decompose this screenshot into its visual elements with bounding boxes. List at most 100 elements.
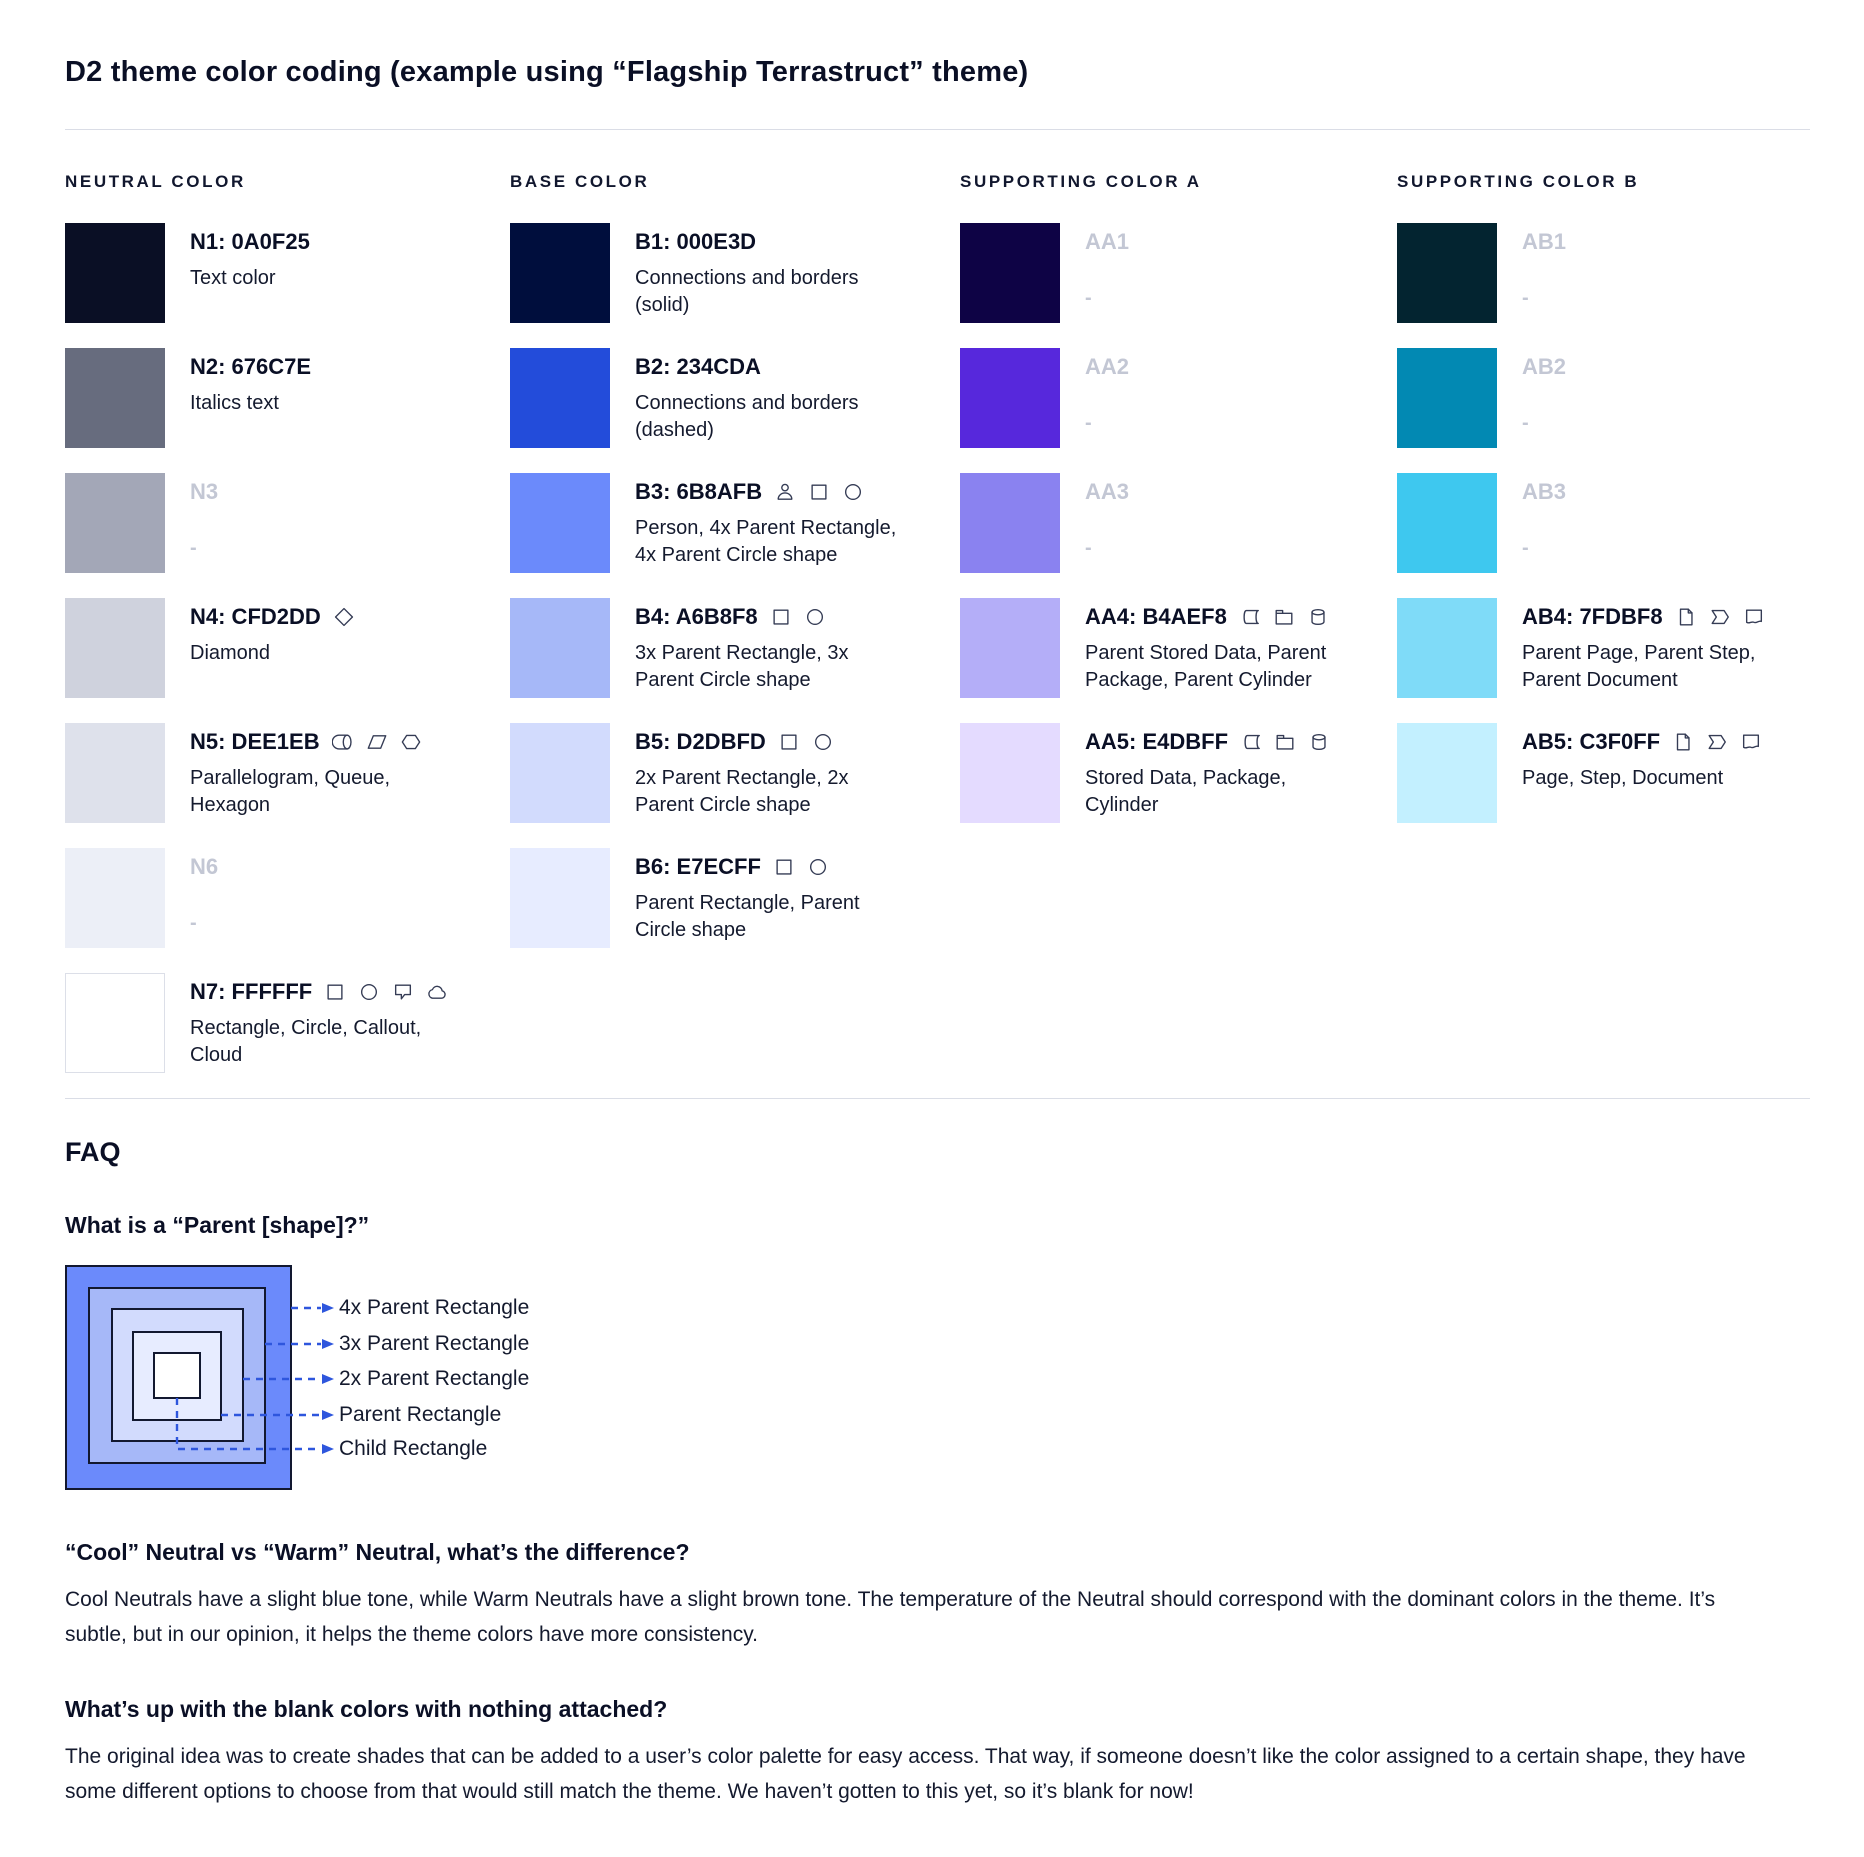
person-icon xyxy=(774,481,796,503)
color-entry-text: AA5: E4DBFF Stored Data, Package, Cylinde… xyxy=(1085,723,1355,823)
color-code-label: B5: D2DBFD xyxy=(635,729,766,754)
color-swatch xyxy=(510,473,610,573)
color-desc: - xyxy=(190,537,197,559)
color-code-label: N1: 0A0F25 xyxy=(190,229,310,254)
color-title-row: AB4: 7FDBF8 xyxy=(1522,604,1792,630)
color-title-row: N7: FFFFFF xyxy=(190,979,460,1005)
color-entry: N3 - xyxy=(65,473,510,573)
color-entry-text: AB5: C3F0FF Page, Step, Document xyxy=(1522,723,1792,823)
color-desc: Text color xyxy=(190,267,276,289)
circle-icon xyxy=(842,481,864,503)
color-swatch xyxy=(1397,598,1497,698)
color-entry-text: B5: D2DBFD 2x Parent Rectangle, 2x Parent… xyxy=(635,723,905,823)
color-title-row: B3: 6B8AFB xyxy=(635,479,905,505)
color-entry-text: N6 - xyxy=(190,848,460,948)
cylinder-icon xyxy=(1307,606,1329,628)
color-code-label: AA2 xyxy=(1085,354,1130,379)
diagram-connector xyxy=(175,1398,321,1451)
hexagon-icon xyxy=(400,731,422,753)
color-desc: Person, 4x Parent Rectangle, 4x Parent C… xyxy=(635,517,897,566)
color-title-row: AA2 xyxy=(1085,354,1355,380)
color-code-label: B3: 6B8AFB xyxy=(635,479,763,504)
package-icon xyxy=(1274,731,1296,753)
color-title-row: B4: A6B8F8 xyxy=(635,604,905,630)
column-entries: N1: 0A0F25 Text color N2: 676C7E Italics te… xyxy=(65,223,510,1073)
page-title: D2 theme color coding (example using “Fl… xyxy=(65,56,1029,88)
color-entry-text: AB2 - xyxy=(1522,348,1792,448)
column-entries: AB1 - AB2 - AB3 - AB4: 7FDBF8 Parent Page, Pare… xyxy=(1397,223,1810,823)
color-entry: B6: E7ECFF Parent Rectangle, Parent Circl… xyxy=(510,848,960,948)
rectangle-icon xyxy=(808,481,830,503)
color-column-supporting-a: SUPPORTING COLOR A AA1 - AA2 - AA3 - AA4: B4AE… xyxy=(960,172,1397,1098)
cylinder-icon xyxy=(1308,731,1330,753)
color-title-row: N1: 0A0F25 xyxy=(190,229,460,255)
color-entry-text: B2: 234CDA Connections and borders (dashe… xyxy=(635,348,905,448)
title-divider xyxy=(65,129,1810,130)
faq-heading: FAQ xyxy=(65,1137,121,1167)
document-icon xyxy=(1743,606,1765,628)
faq-answer-blank-colors: The original idea was to create shades t… xyxy=(65,1745,1746,1803)
queue-icon xyxy=(331,731,354,753)
color-entry-text: N7: FFFFFF Rectangle, Circle, Callout, Cl… xyxy=(190,973,460,1073)
column-entries: B1: 000E3D Connections and borders (solid… xyxy=(510,223,960,948)
color-entry-text: AA4: B4AEF8 Parent Stored Data, Parent Pa… xyxy=(1085,598,1355,698)
diagram-label: 4x Parent Rectangle xyxy=(339,1296,530,1319)
color-title-row: B6: E7ECFF xyxy=(635,854,905,880)
color-column-base: BASE COLOR B1: 000E3D Connections and bor… xyxy=(510,172,960,1098)
color-columns: NEUTRAL COLOR N1: 0A0F25 Text color N2: 67… xyxy=(65,172,1810,1098)
color-entry: AB3 - xyxy=(1397,473,1810,573)
color-title-row: N4: CFD2DD xyxy=(190,604,460,630)
rectangle-icon xyxy=(770,606,792,628)
color-swatch xyxy=(960,473,1060,573)
color-entry: N1: 0A0F25 Text color xyxy=(65,223,510,323)
package-icon xyxy=(1273,606,1295,628)
section-divider xyxy=(65,1098,1810,1099)
parallelogram-icon xyxy=(366,731,388,753)
color-entry: AA3 - xyxy=(960,473,1397,573)
color-desc: - xyxy=(190,912,197,934)
color-code-label: B4: A6B8F8 xyxy=(635,604,758,629)
color-swatch xyxy=(1397,348,1497,448)
color-swatch xyxy=(960,598,1060,698)
color-swatch xyxy=(960,348,1060,448)
color-swatch xyxy=(65,473,165,573)
color-entry: AB1 - xyxy=(1397,223,1810,323)
color-code-label: AB3 xyxy=(1522,479,1567,504)
faq-question-cool-vs-warm: “Cool” Neutral vs “Warm” Neutral, what’s… xyxy=(65,1539,690,1565)
color-entry: N5: DEE1EB Parallelogram, Queue, Hexagon xyxy=(65,723,510,823)
color-code-label: AB2 xyxy=(1522,354,1567,379)
color-entry-text: AB4: 7FDBF8 Parent Page, Parent Step, Par… xyxy=(1522,598,1792,698)
color-swatch xyxy=(65,723,165,823)
color-swatch xyxy=(65,848,165,948)
color-swatch xyxy=(1397,473,1497,573)
color-desc: - xyxy=(1522,412,1529,434)
arrowhead-icon xyxy=(322,1410,334,1420)
color-code-label: B6: E7ECFF xyxy=(635,854,761,879)
stored-data-icon xyxy=(1240,731,1262,753)
color-entry-text: N3 - xyxy=(190,473,460,573)
parent-shape-diagram: 4x Parent Rectangle 3x Parent Rectangle 2x… xyxy=(65,1263,1765,1495)
color-entry: AA5: E4DBFF Stored Data, Package, Cylinde… xyxy=(960,723,1397,823)
color-swatch xyxy=(65,348,165,448)
column-header: BASE COLOR xyxy=(510,172,650,191)
diagram-label: Child Rectangle xyxy=(339,1437,488,1460)
color-entry: N4: CFD2DD Diamond xyxy=(65,598,510,698)
diagram-label: 3x Parent Rectangle xyxy=(339,1332,530,1355)
color-desc: - xyxy=(1085,537,1092,559)
nested-rectangles-diagram xyxy=(65,1265,334,1490)
color-title-row: B1: 000E3D xyxy=(635,229,905,255)
rectangle-icon xyxy=(778,731,800,753)
circle-icon xyxy=(804,606,826,628)
color-title-row: N3 xyxy=(190,479,460,505)
color-entry: N6 - xyxy=(65,848,510,948)
circle-icon xyxy=(807,856,829,878)
color-swatch xyxy=(65,973,165,1073)
color-entry: N7: FFFFFF Rectangle, Circle, Callout, Cl… xyxy=(65,973,510,1073)
color-title-row: AB2 xyxy=(1522,354,1792,380)
color-code-label: N4: CFD2DD xyxy=(190,604,321,629)
color-desc: Diamond xyxy=(190,642,271,664)
color-swatch xyxy=(1397,723,1497,823)
faq-question-parent-shape: What is a “Parent [shape]?” xyxy=(65,1212,370,1238)
step-icon xyxy=(1709,606,1731,628)
arrowhead-icon xyxy=(322,1339,334,1349)
